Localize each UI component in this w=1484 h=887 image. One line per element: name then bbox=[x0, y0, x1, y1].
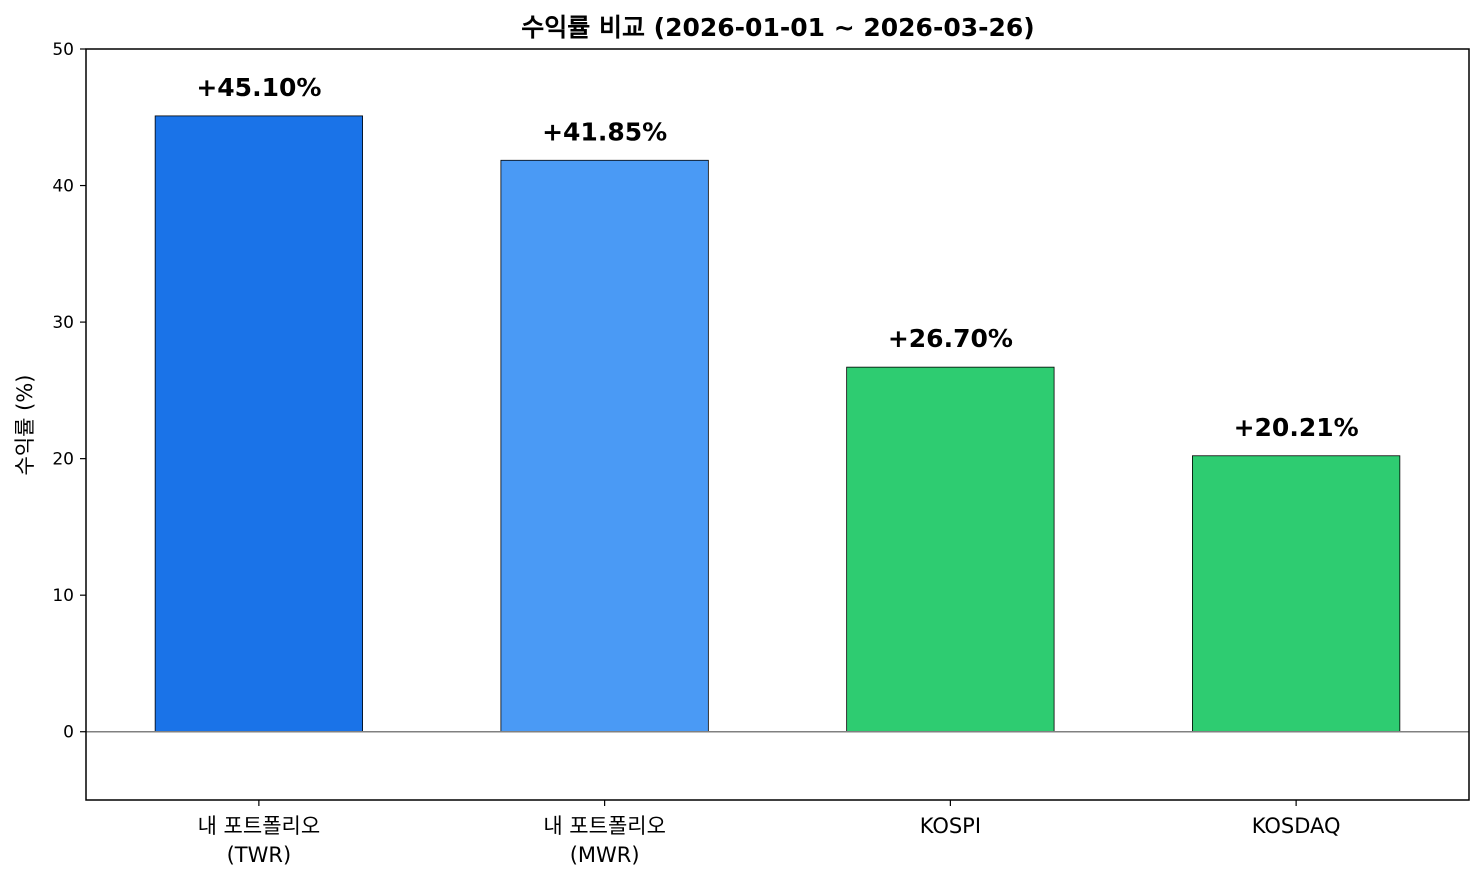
value-label-1: +41.85% bbox=[542, 117, 667, 146]
chart-title: 수익률 비교 (2026-01-01 ~ 2026-03-26) bbox=[521, 13, 1034, 42]
y-tick-label-1: 10 bbox=[52, 586, 74, 606]
bar-1 bbox=[500, 159, 709, 733]
y-tick-label-0: 0 bbox=[63, 723, 74, 743]
plot-frame bbox=[85, 48, 1470, 801]
y-axis-label: 수익률 (%) bbox=[13, 375, 37, 476]
y-tick-label-5: 50 bbox=[52, 40, 74, 60]
value-label-0: +45.10% bbox=[196, 73, 321, 102]
bar-3 bbox=[1192, 455, 1401, 733]
x-tick-label-1-0: 내 포트폴리오 bbox=[543, 814, 666, 838]
x-tick-label-1-1: (MWR) bbox=[570, 843, 640, 867]
x-tick-label-2-0: KOSPI bbox=[920, 814, 981, 838]
bar-0 bbox=[154, 115, 363, 733]
value-label-3: +20.21% bbox=[1234, 413, 1359, 442]
x-tick-label-3-0: KOSDAQ bbox=[1252, 814, 1341, 838]
plot-area: 0 10 20 30 40 50 내 포트폴리오 (TWR) +45.10% 내 포트폴리오 (MW… bbox=[52, 40, 1470, 867]
x-tick-label-0-1: (TWR) bbox=[227, 843, 292, 867]
value-label-2: +26.70% bbox=[888, 324, 1013, 353]
bar-2 bbox=[846, 366, 1055, 733]
y-tick-label-4: 40 bbox=[52, 177, 74, 197]
x-tick-label-0-0: 내 포트폴리오 bbox=[198, 814, 321, 838]
y-tick-label-3: 30 bbox=[52, 313, 74, 333]
y-tick-label-2: 20 bbox=[52, 450, 74, 470]
